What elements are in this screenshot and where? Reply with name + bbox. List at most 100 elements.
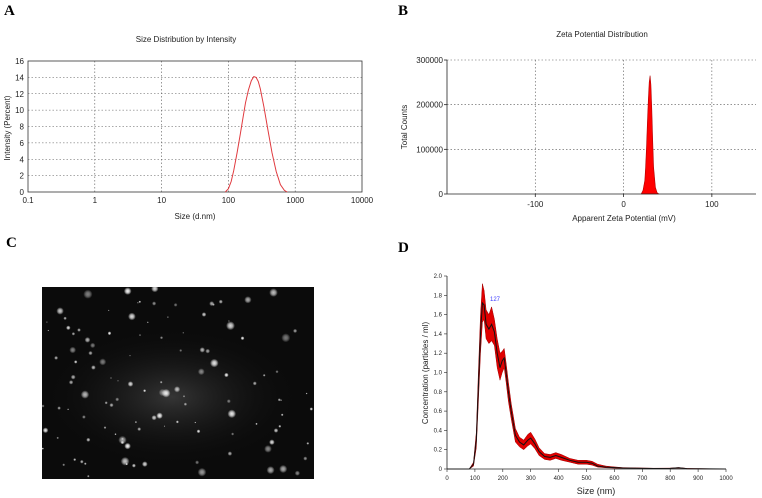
particle [227, 320, 230, 322]
particle [114, 433, 117, 436]
x-tick-label: 600 [609, 476, 620, 482]
chart-title: Zeta Potential Distribution [556, 30, 648, 39]
panel-letter-b: B [398, 3, 409, 19]
particle [278, 424, 282, 428]
particle [90, 342, 96, 349]
particle [151, 287, 159, 293]
x-tick-label: 300 [526, 476, 537, 482]
particle [71, 332, 76, 336]
particle [303, 456, 308, 461]
particle [173, 386, 181, 393]
y-tick-label: 6 [20, 139, 25, 148]
particle [240, 336, 245, 341]
y-tick-label: 14 [15, 73, 24, 82]
chart-title: Size Distribution by Intensity [136, 35, 237, 44]
particle [57, 406, 61, 410]
particle [159, 336, 164, 340]
y-tick-label: 2.0 [434, 274, 443, 280]
particle [115, 397, 120, 402]
particle [273, 428, 279, 433]
particle [183, 402, 188, 406]
particle [277, 398, 281, 402]
particle [255, 422, 258, 426]
x-tick-label: 0 [445, 476, 449, 482]
particle [107, 331, 112, 335]
x-tick-label: 500 [581, 476, 592, 482]
y-tick-label: 100000 [416, 145, 443, 154]
x-tick-label: 100 [705, 200, 719, 209]
x-tick-label: 0 [621, 200, 626, 209]
particle [262, 374, 266, 377]
particle [281, 333, 291, 343]
particle [131, 463, 136, 468]
peak-annotation: 127 [490, 297, 501, 303]
x-axis-label: Size (d.nm) [175, 212, 216, 221]
particle [175, 420, 179, 424]
particle [218, 299, 223, 304]
y-axis-label: Intensity (Percent) [3, 95, 12, 160]
particle [280, 413, 284, 417]
plot-frame [27, 60, 363, 193]
y-tick-label: 0.6 [434, 409, 443, 415]
y-tick-label: 1.0 [434, 371, 443, 377]
particle [129, 354, 131, 357]
particle [196, 429, 201, 434]
particle [62, 463, 66, 467]
x-axis-label: Size (nm) [577, 486, 616, 496]
particle [201, 312, 207, 317]
x-tick-label: 1 [93, 196, 98, 205]
particle [86, 437, 91, 442]
particle [293, 328, 298, 333]
y-tick-label: 0 [439, 467, 443, 473]
particle [137, 427, 142, 431]
particle [266, 466, 275, 475]
y-tick-label: 0 [20, 188, 25, 197]
particle [120, 440, 125, 445]
particle [56, 436, 59, 440]
y-axis-label: Concentration (particles / ml) [421, 322, 430, 425]
particle [156, 412, 163, 419]
particle [84, 337, 91, 343]
particle [212, 303, 215, 306]
particle [82, 415, 86, 419]
particle [138, 300, 142, 304]
particle [244, 296, 252, 304]
particle [227, 409, 237, 419]
particle [73, 360, 78, 364]
particle [83, 289, 93, 299]
particle [138, 334, 142, 337]
nta-microscopy-image [42, 287, 314, 479]
y-tick-label: 0.4 [434, 428, 443, 434]
particle [231, 432, 235, 436]
y-tick-label: 1.4 [434, 332, 443, 338]
particle [83, 462, 87, 466]
particle [109, 403, 114, 408]
x-tick-label: 100 [222, 196, 236, 205]
particle [127, 381, 134, 387]
y-tick-label: 8 [20, 123, 25, 132]
particle [279, 464, 288, 474]
particle [269, 288, 278, 297]
particle [47, 329, 50, 332]
particle [152, 301, 157, 306]
particle [199, 347, 206, 353]
particle [309, 407, 313, 411]
particle [173, 303, 178, 307]
particle [179, 349, 183, 352]
particle [182, 331, 185, 334]
particle [123, 287, 132, 295]
particle [146, 321, 149, 324]
particle [275, 370, 279, 374]
x-tick-label: 200 [498, 476, 509, 482]
x-tick-label: 700 [637, 476, 648, 482]
particle [194, 421, 197, 424]
zeta-peak-area [640, 75, 660, 195]
mean-concentration-line [447, 301, 727, 470]
x-tick-label: 100 [470, 476, 481, 482]
particle [269, 439, 275, 445]
particle [143, 389, 147, 393]
particle [209, 358, 219, 368]
